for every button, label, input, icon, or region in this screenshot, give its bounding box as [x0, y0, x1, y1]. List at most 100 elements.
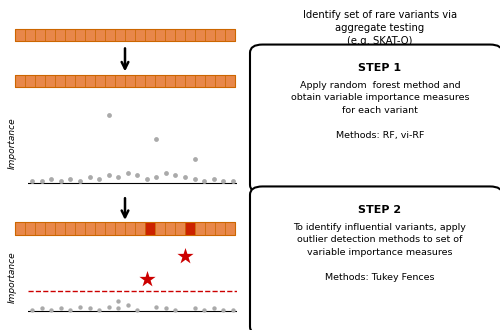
Point [104, 304, 112, 310]
Point [76, 304, 84, 310]
Point [219, 179, 227, 184]
Point [124, 303, 132, 308]
Bar [56, 222, 64, 235]
Point [152, 304, 160, 310]
Point [28, 179, 36, 184]
Point [57, 179, 65, 184]
Bar [176, 29, 184, 41]
Bar [156, 222, 164, 235]
Point [114, 175, 122, 180]
Bar [66, 75, 74, 87]
Bar [26, 29, 35, 41]
Bar [126, 222, 134, 235]
Bar [96, 222, 104, 235]
Bar [26, 75, 35, 87]
Point [66, 307, 74, 312]
Point [134, 173, 141, 178]
Point [124, 171, 132, 176]
Point [114, 306, 122, 311]
Bar [36, 75, 44, 87]
Point [57, 306, 65, 311]
Point [152, 136, 160, 142]
Point [38, 179, 46, 184]
Bar [116, 29, 124, 41]
Bar [126, 29, 134, 41]
Point [134, 307, 141, 312]
FancyBboxPatch shape [250, 186, 500, 330]
Bar [176, 75, 184, 87]
Bar [156, 29, 164, 41]
Bar [166, 222, 174, 235]
Bar [206, 29, 214, 41]
Bar [196, 75, 204, 87]
Bar [26, 222, 35, 235]
Point [152, 175, 160, 180]
Bar [15, 222, 235, 235]
Point [228, 179, 236, 184]
Bar [16, 29, 24, 41]
Bar [86, 29, 94, 41]
Bar [56, 29, 64, 41]
Point [190, 306, 198, 311]
Point [66, 177, 74, 182]
Point [48, 177, 56, 182]
Point [181, 175, 189, 180]
Bar [136, 29, 144, 41]
Point [104, 112, 112, 117]
Point [200, 179, 208, 184]
Bar [66, 222, 74, 235]
Point [162, 306, 170, 311]
Bar [76, 222, 84, 235]
Point [104, 173, 112, 178]
Bar [106, 75, 114, 87]
Text: STEP 1: STEP 1 [358, 63, 402, 73]
Point [210, 306, 218, 311]
Text: To identify influential variants, apply
outlier detection methods to set of
vari: To identify influential variants, apply … [294, 223, 467, 282]
Point [48, 307, 56, 312]
Point [228, 307, 236, 312]
Point [200, 307, 208, 312]
Bar [136, 75, 144, 87]
Bar [186, 222, 194, 235]
Bar [66, 29, 74, 41]
Point [95, 307, 103, 312]
Point [190, 156, 198, 162]
Point [86, 175, 94, 180]
Bar [96, 29, 104, 41]
Bar [196, 29, 204, 41]
Text: Identify set of rare variants via
aggregate testing
(e.g. SKAT-O): Identify set of rare variants via aggreg… [303, 10, 457, 46]
Point [172, 307, 179, 312]
Bar [36, 222, 44, 235]
Point [162, 171, 170, 176]
Bar [216, 29, 224, 41]
Point [38, 306, 46, 311]
Bar [186, 29, 194, 41]
Bar [46, 75, 54, 87]
Bar [76, 75, 84, 87]
Bar [166, 29, 174, 41]
Bar [216, 75, 224, 87]
Bar [106, 222, 114, 235]
Bar [126, 75, 134, 87]
Point [143, 177, 151, 182]
Point [95, 177, 103, 182]
FancyBboxPatch shape [250, 45, 500, 193]
Text: Importance: Importance [8, 251, 17, 303]
Bar [36, 29, 44, 41]
Bar [206, 222, 214, 235]
Bar [116, 222, 124, 235]
Bar [206, 75, 214, 87]
Point [143, 277, 151, 282]
Bar [146, 29, 154, 41]
Point [172, 173, 179, 178]
Bar [216, 222, 224, 235]
Point [210, 177, 218, 182]
Point [181, 254, 189, 259]
Bar [16, 222, 24, 235]
Point [28, 307, 36, 312]
Bar [46, 29, 54, 41]
Bar [106, 29, 114, 41]
Bar [146, 75, 154, 87]
Bar [226, 222, 234, 235]
Text: Apply random  forest method and
obtain variable importance measures
for each var: Apply random forest method and obtain va… [291, 81, 469, 140]
